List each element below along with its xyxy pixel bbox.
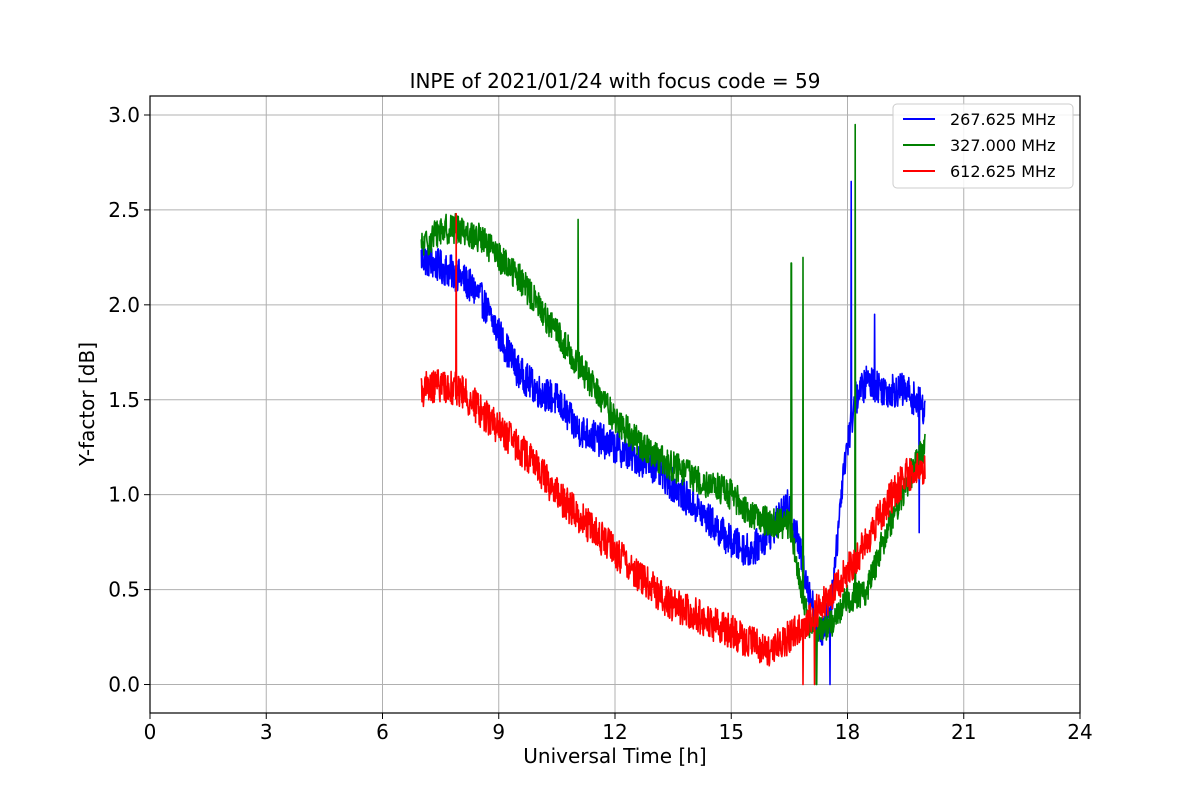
x-tick-label: 0 (144, 720, 157, 744)
y-tick-label: 2.5 (108, 198, 140, 222)
x-tick-label: 18 (835, 720, 860, 744)
series-line-3 (420, 212, 926, 686)
grid-lines (149, 96, 1081, 713)
legend-label-267: 267.625 MHz (950, 110, 1055, 129)
chart-title: INPE of 2021/01/24 with focus code = 59 (410, 69, 821, 93)
x-tick-label: 12 (602, 720, 627, 744)
x-tick-label: 9 (492, 720, 505, 744)
x-tick-label: 3 (260, 720, 273, 744)
y-tick-label: 0.0 (108, 673, 140, 697)
y-tick-label: 1.5 (108, 388, 140, 412)
y-tick-label: 2.0 (108, 293, 140, 317)
x-tick-label: 6 (376, 720, 389, 744)
x-tick-label: 21 (951, 720, 976, 744)
y-axis-label: Y-factor [dB] (75, 342, 99, 467)
y-tick-label: 1.0 (108, 483, 140, 507)
series-line-1 (420, 180, 926, 686)
x-tick-label: 15 (719, 720, 744, 744)
legend-label-612: 612.625 MHz (950, 162, 1055, 181)
x-tick-label: 24 (1067, 720, 1092, 744)
tick-layer: 0 3 6 9 12 15 18 21 24 0.0 0.5 1.0 1.5 2.0 2.5 3.0 (108, 103, 1093, 744)
y-tick-label: 0.5 (108, 578, 140, 602)
y-tick-label: 3.0 (108, 103, 140, 127)
legend: 267.625 MHz 327.000 MHz 612.625 MHz (892, 103, 1074, 189)
series-line-2 (420, 123, 926, 686)
series-layer (420, 123, 926, 686)
legend-box (892, 103, 1074, 189)
legend-label-327: 327.000 MHz (950, 136, 1055, 155)
x-axis-label: Universal Time [h] (523, 744, 706, 768)
